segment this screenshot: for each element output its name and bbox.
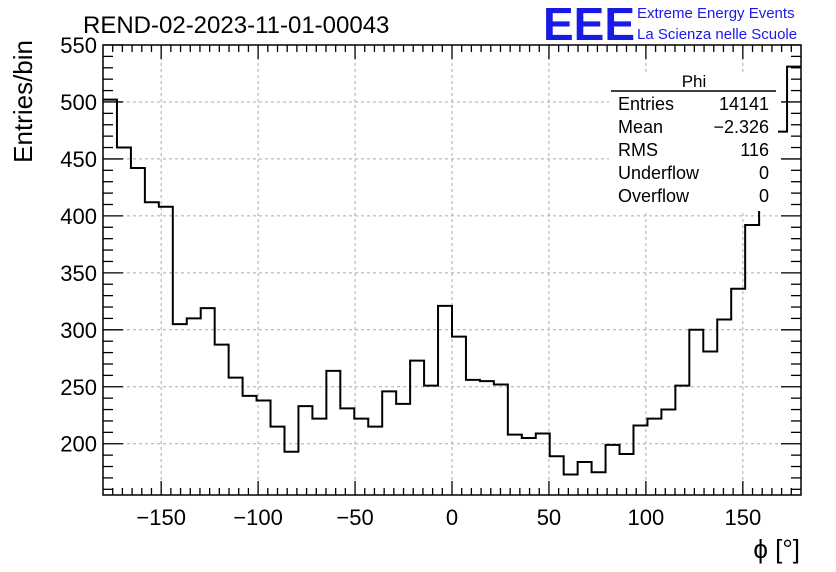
histogram-bin	[689, 330, 703, 495]
stats-row-label: Underflow	[618, 163, 700, 183]
x-tick-label: −150	[136, 505, 186, 530]
histogram-bin	[396, 404, 410, 495]
histogram-bin	[466, 380, 480, 495]
histogram-bin	[145, 202, 159, 495]
y-tick-label: 250	[60, 375, 97, 400]
histogram-bin	[117, 148, 131, 495]
histogram-bin	[522, 438, 536, 495]
histogram-bin	[550, 456, 564, 495]
stats-box-title: Phi	[682, 72, 707, 91]
histogram-bin	[508, 435, 522, 495]
histogram-bin	[675, 386, 689, 495]
histogram-bin	[745, 225, 759, 495]
histogram-bin	[229, 378, 243, 495]
y-tick-label: 300	[60, 318, 97, 343]
logo-mark: EEE	[543, 0, 635, 50]
histogram-bin	[131, 168, 145, 495]
stats-box-background	[609, 75, 778, 211]
eee-logo: EEE Extreme Energy Events La Scienza nel…	[543, 0, 797, 50]
histogram-bin	[564, 474, 578, 495]
stats-row-value: 116	[740, 140, 769, 160]
y-tick-label: 200	[60, 432, 97, 457]
y-tick-labels: 200 250 300 350 400 450 500 550	[60, 33, 97, 457]
histogram-series	[103, 65, 801, 495]
histogram-bin	[592, 472, 606, 495]
y-tick-label: 350	[60, 261, 97, 286]
histogram-bin	[340, 408, 354, 495]
histogram-bin	[271, 427, 285, 495]
histogram-bin	[787, 67, 801, 495]
x-tick-label: 150	[724, 505, 761, 530]
x-tick-label: −50	[336, 505, 373, 530]
histogram-bin	[703, 351, 717, 495]
histogram-bin	[536, 433, 550, 495]
histogram-bin	[410, 361, 424, 495]
x-tick-labels: −150 −100 −50 0 50 100 150	[136, 505, 761, 530]
stats-row-value: 14141	[719, 94, 769, 114]
histogram-outline	[103, 65, 801, 476]
histogram-bin	[480, 381, 494, 495]
histogram-bin	[159, 207, 173, 495]
x-tick-label: 0	[446, 505, 458, 530]
x-axis-label: ϕ [°]	[753, 534, 800, 564]
x-tick-label: −100	[233, 505, 283, 530]
logo-line-2: La Scienza nelle Scuole	[637, 26, 797, 43]
histogram-bin	[187, 318, 201, 495]
histogram-bin	[201, 308, 215, 495]
y-tick-label: 450	[60, 147, 97, 172]
histogram-bin	[326, 371, 340, 495]
histogram-bin	[647, 419, 661, 495]
y-tick-label: 550	[60, 33, 97, 58]
stats-row-label: Overflow	[618, 186, 690, 206]
histogram-bin	[354, 419, 368, 495]
stats-row-label: Entries	[618, 94, 674, 114]
stats-row-value: −2.326	[713, 117, 769, 137]
histogram-bin	[368, 427, 382, 495]
histogram-bin	[717, 320, 731, 495]
y-tick-label: 500	[60, 90, 97, 115]
stats-row-label: RMS	[618, 140, 658, 160]
stats-box: Phi Entries 14141 Mean −2.326 RMS 116 Underflo…	[609, 72, 778, 211]
histogram-bin	[243, 396, 257, 495]
y-tick-label: 400	[60, 204, 97, 229]
histogram-bin	[606, 445, 620, 495]
stats-row-value: 0	[759, 186, 769, 206]
histogram-bin	[424, 386, 438, 495]
run-title: REND-02-2023-11-01-00043	[83, 12, 389, 39]
histogram-bin	[731, 289, 745, 495]
histogram-bin	[215, 345, 229, 495]
axis-ticks	[103, 44, 801, 495]
histogram-bin	[578, 462, 592, 495]
histogram-bin	[494, 384, 508, 495]
grid-lines	[103, 44, 801, 495]
histogram-bin	[382, 391, 396, 495]
histogram-bin	[298, 406, 312, 495]
stats-row-label: Mean	[618, 117, 663, 137]
logo-line-1: Extreme Energy Events	[637, 5, 795, 22]
x-tick-label: 50	[537, 505, 561, 530]
histogram-bin	[173, 324, 187, 495]
y-axis-label: Entries/bin	[8, 40, 38, 163]
stats-row-value: 0	[759, 163, 769, 183]
x-tick-label: 100	[628, 505, 665, 530]
histogram-bin	[257, 400, 271, 495]
histogram-bin	[312, 419, 326, 495]
histogram-bin	[452, 337, 466, 495]
histogram-bin	[661, 410, 675, 495]
histogram-bin	[438, 306, 452, 495]
